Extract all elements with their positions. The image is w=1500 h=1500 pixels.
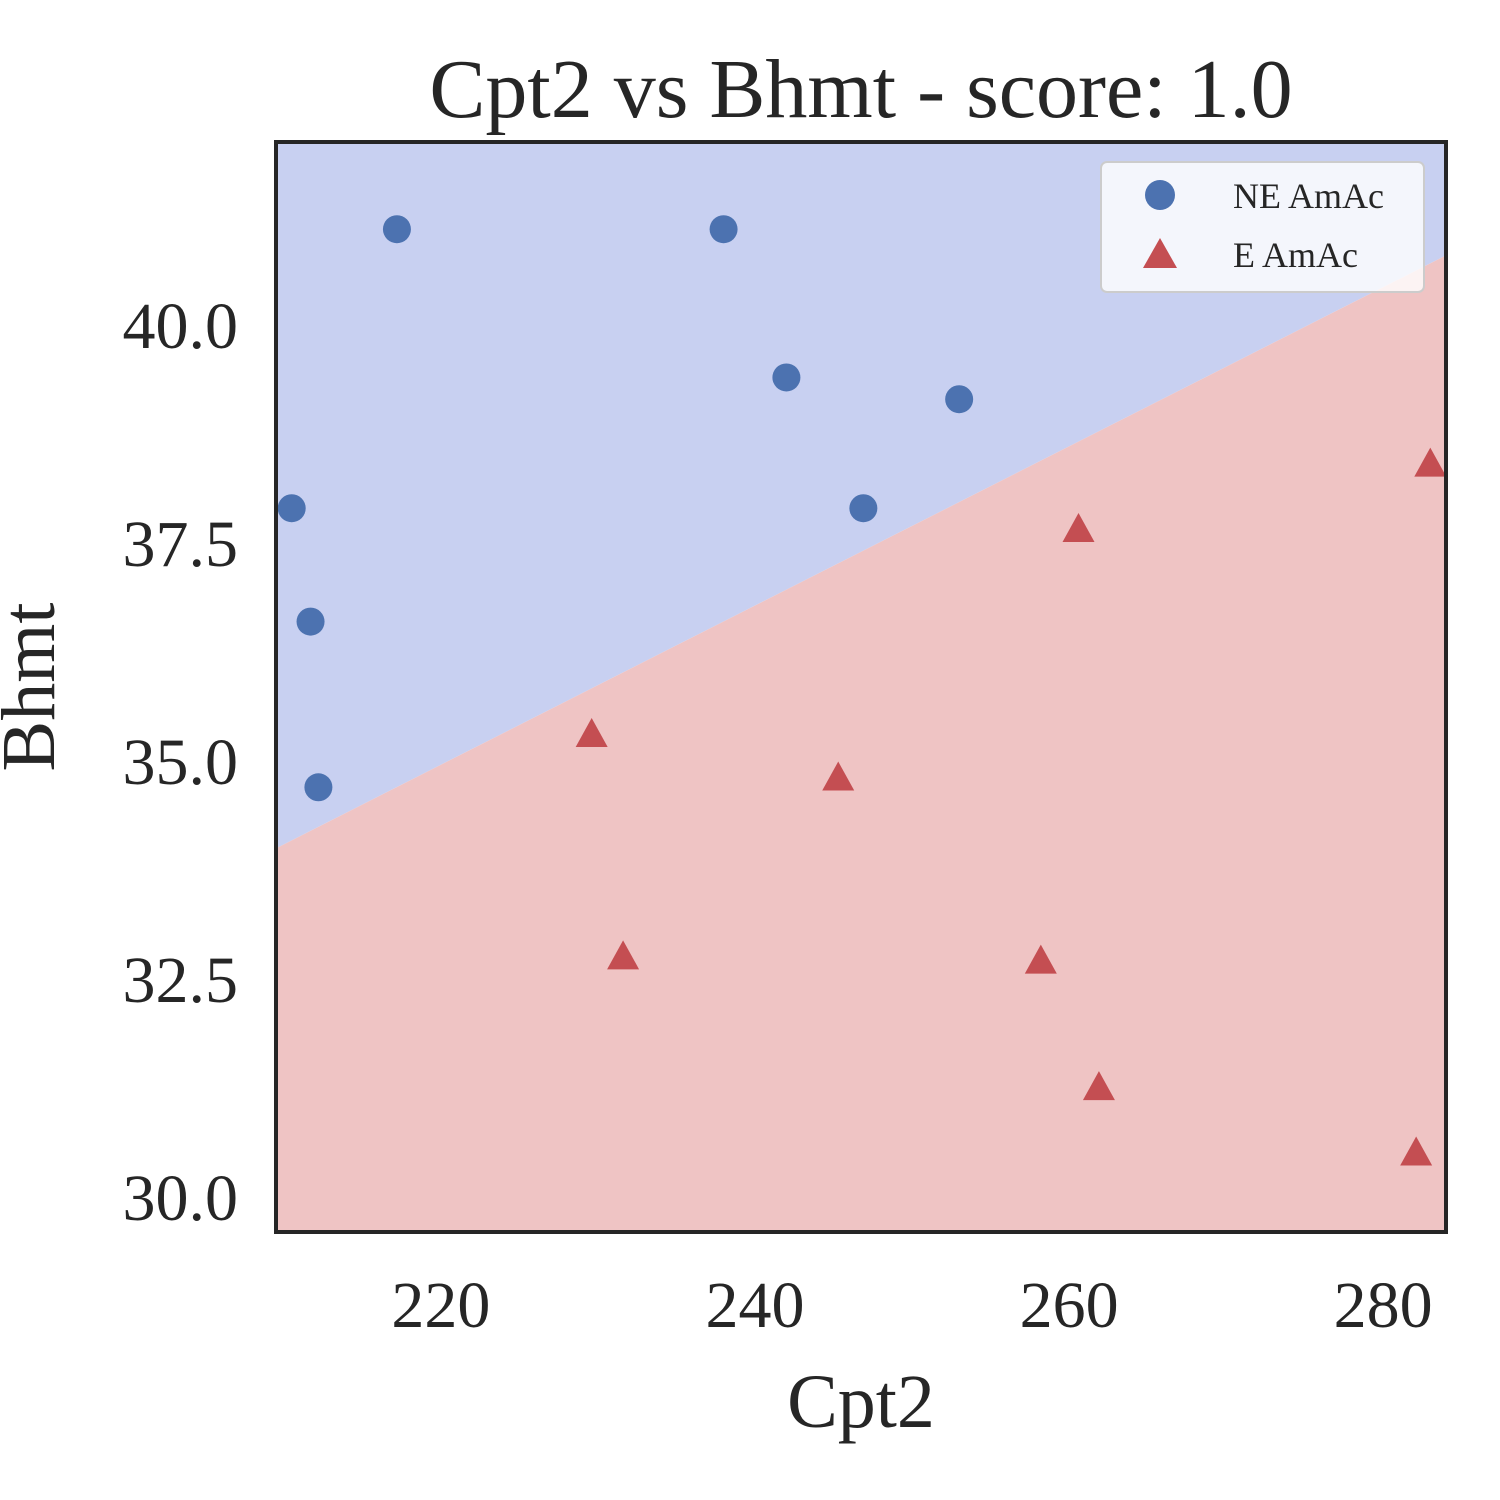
- y-tick-label: 35.0: [123, 726, 239, 799]
- e-amac-point-5: [1082, 1071, 1115, 1101]
- e-amac-point-3: [1024, 944, 1057, 974]
- ne-amac-point-2: [772, 363, 801, 392]
- ne-amac-point-1: [709, 215, 738, 244]
- e-amac-point-2: [607, 940, 640, 970]
- legend: NE AmAc E AmAc: [1100, 161, 1425, 293]
- x-axis-label: Cpt2: [787, 1360, 935, 1444]
- e-amac-point-7: [1400, 1136, 1433, 1166]
- e-amac-point-1: [822, 761, 855, 791]
- legend-label-ne-amac: NE AmAc: [1233, 176, 1384, 216]
- x-tick-label: 280: [1334, 1269, 1433, 1342]
- chart-title: Cpt2 vs Bhmt - score: 1.0: [429, 43, 1292, 136]
- y-tick-label: 40.0: [123, 290, 239, 363]
- legend-box: [1100, 161, 1425, 293]
- ne-amac-point-7: [304, 773, 333, 802]
- ne-amac-point-4: [849, 494, 878, 523]
- ne-amac-point-3: [945, 385, 974, 414]
- ne-amac-point-5: [277, 494, 306, 523]
- y-axis-ticks: 30.0 32.5 35.0 37.5 40.0: [123, 290, 239, 1235]
- legend-marker-e-amac: [1143, 238, 1177, 268]
- data-points: [277, 215, 1446, 1166]
- e-amac-point-4: [1062, 513, 1095, 543]
- y-axis-label: Bhmt: [0, 603, 71, 772]
- y-tick-label: 32.5: [123, 944, 239, 1017]
- plot-frame: [274, 140, 1448, 1234]
- legend-marker-ne-amac: [1145, 180, 1175, 210]
- x-tick-label: 240: [705, 1269, 804, 1342]
- e-amac-point-0: [575, 717, 608, 747]
- ne-amac-point-6: [296, 607, 325, 636]
- ne-amac-point-0: [382, 215, 411, 244]
- region-e-amac: [276, 255, 1446, 1232]
- e-amac-point-6: [1414, 447, 1446, 477]
- x-tick-label: 260: [1020, 1269, 1119, 1342]
- x-axis-ticks: 220 240 260 280: [391, 1269, 1432, 1342]
- x-tick-label: 220: [391, 1269, 490, 1342]
- legend-label-e-amac: E AmAc: [1233, 235, 1358, 275]
- y-tick-label: 37.5: [123, 508, 239, 581]
- y-tick-label: 30.0: [123, 1162, 239, 1235]
